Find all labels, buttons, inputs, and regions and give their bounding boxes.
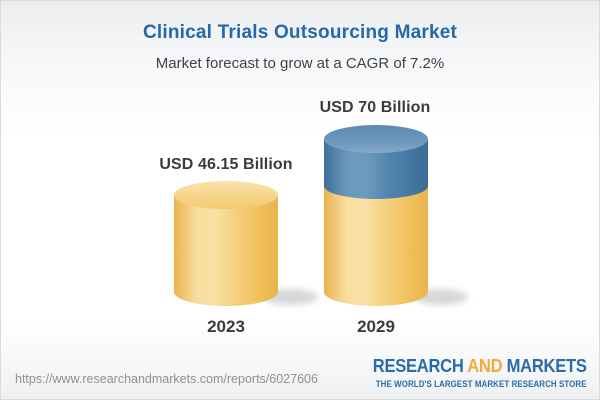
value-label-2023: USD 46.15 Billion bbox=[159, 156, 293, 173]
research-and-markets-logo: RESEARCH AND MARKETS THE WORLD'S LARGEST… bbox=[347, 356, 587, 389]
category-label-2029: 2029 bbox=[357, 317, 395, 336]
category-label-2023: 2023 bbox=[207, 317, 245, 336]
report-url: https://www.researchandmarkets.com/repor… bbox=[15, 372, 318, 386]
bar-2029-top bbox=[324, 125, 428, 153]
bar-2029-cylinder bbox=[324, 125, 428, 306]
bar-2023-body bbox=[174, 195, 278, 306]
bar-2023-top bbox=[174, 181, 278, 209]
bar-2029-blue-segment bbox=[324, 139, 428, 199]
logo-tagline: THE WORLD'S LARGEST MARKET RESEARCH STOR… bbox=[376, 378, 587, 389]
logo-word-research: RESEARCH bbox=[373, 356, 464, 376]
logo-word-markets: MARKETS bbox=[507, 356, 587, 376]
value-label-2029: USD 70 Billion bbox=[319, 99, 431, 116]
logo-word-and: AND bbox=[467, 356, 503, 376]
chart-subtitle: Market forecast to grow at a CAGR of 7.2… bbox=[155, 55, 445, 72]
chart-title: Clinical Trials Outsourcing Market bbox=[142, 22, 458, 43]
logo-wordmark: RESEARCH AND MARKETS bbox=[367, 356, 587, 377]
bar-2023-cylinder bbox=[174, 181, 278, 306]
bar-2029-yellow-segment bbox=[324, 186, 428, 306]
